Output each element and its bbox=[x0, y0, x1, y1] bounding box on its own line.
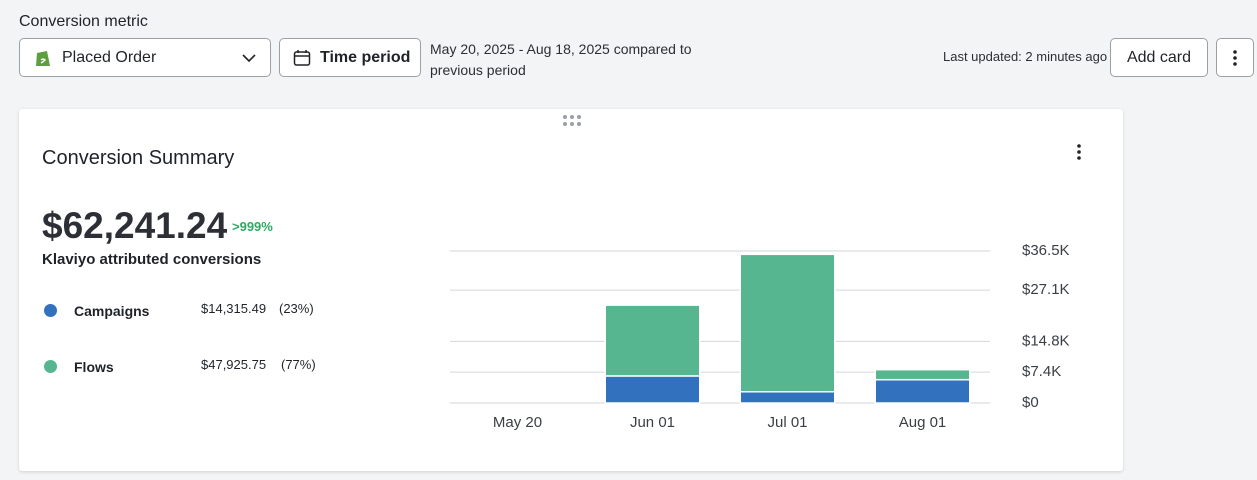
breakdown-amount: $14,315.49 bbox=[201, 301, 267, 316]
breakdown-share: (23%) bbox=[279, 301, 314, 316]
metric-value: Placed Order bbox=[62, 48, 157, 66]
more-button[interactable] bbox=[1216, 38, 1254, 77]
y-tick-label: $36.5K bbox=[1022, 242, 1070, 259]
breakdown-share: (77%) bbox=[281, 357, 316, 372]
bar-segment bbox=[739, 391, 836, 404]
card-kebab[interactable] bbox=[1077, 144, 1081, 160]
total-change: >999% bbox=[232, 219, 273, 234]
date-range: May 20, 2025 - Aug 18, 2025 compared to … bbox=[430, 41, 692, 78]
y-tick-label: $7.4K bbox=[1022, 363, 1061, 380]
y-tick-label: $27.1K bbox=[1022, 281, 1070, 298]
drag-handle[interactable] bbox=[562, 115, 582, 127]
time-period-label: Time period bbox=[320, 48, 411, 66]
kebab-icon bbox=[1233, 49, 1237, 66]
bar-segment bbox=[739, 253, 836, 393]
shopify-icon bbox=[36, 50, 50, 66]
x-tick-label: May 20 bbox=[493, 414, 542, 431]
calendar-icon bbox=[293, 49, 311, 66]
metric-label: Conversion metric bbox=[19, 13, 148, 30]
time-period-button[interactable]: Time period bbox=[279, 38, 421, 77]
x-tick-label: Jun 01 bbox=[630, 414, 675, 431]
total-value: $62,241.24 bbox=[42, 205, 228, 246]
x-tick-label: Aug 01 bbox=[899, 414, 947, 431]
legend-name: Flows bbox=[74, 359, 114, 375]
bar-segment bbox=[874, 368, 971, 381]
add-card-label: Add card bbox=[1126, 48, 1192, 66]
total-label: Klaviyo attributed conversions bbox=[42, 251, 262, 268]
x-tick-label: Jul 01 bbox=[767, 414, 807, 431]
breakdown-amount: $47,925.75 bbox=[201, 357, 267, 372]
y-tick-label: $0 bbox=[1022, 394, 1039, 411]
add-card-button[interactable]: Add card bbox=[1110, 38, 1208, 77]
bar-segment bbox=[604, 375, 701, 404]
last-updated: Last updated: 2 minutes ago bbox=[943, 49, 1108, 64]
legend-dot bbox=[44, 360, 57, 373]
y-tick-label: $14.8K bbox=[1022, 332, 1070, 349]
bar-segment bbox=[874, 378, 971, 404]
legend-name: Campaigns bbox=[74, 303, 150, 319]
chevron-icon bbox=[242, 53, 256, 62]
card-title: Conversion Summary bbox=[42, 147, 235, 169]
bar-segment bbox=[604, 304, 701, 377]
legend-dot bbox=[44, 304, 57, 317]
metric-dropdown[interactable]: Placed Order bbox=[19, 38, 271, 77]
